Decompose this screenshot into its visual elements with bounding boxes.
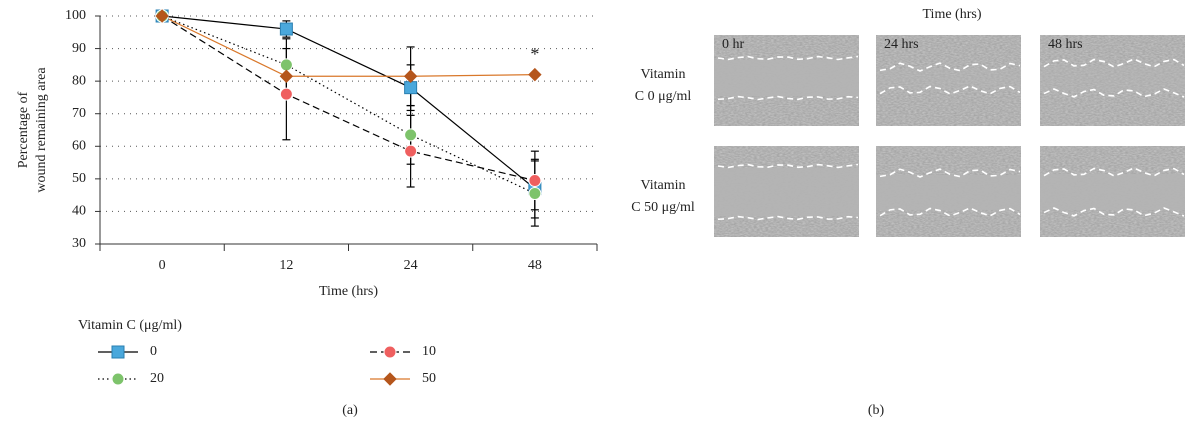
- wound-edge: [879, 85, 1021, 95]
- legend-label: 0: [150, 344, 157, 359]
- wound-gap: [1040, 65, 1185, 91]
- row-label: Vitamin: [640, 178, 685, 193]
- series-line: [162, 15, 536, 190]
- marker: [528, 67, 542, 82]
- column-label: 48 hrs: [1048, 37, 1083, 52]
- wound-edge: [879, 207, 1021, 217]
- image-texture: [1040, 35, 1185, 126]
- row-label: C 0 μg/ml: [635, 89, 692, 104]
- wound-edge: [717, 215, 859, 221]
- micrograph: [1040, 35, 1185, 126]
- column-label: 0 hr: [722, 37, 745, 52]
- wound-edge: [1043, 167, 1185, 177]
- marker: [528, 173, 542, 187]
- column-label: 24 hrs: [884, 37, 919, 52]
- wound-edge: [717, 55, 859, 61]
- series-line: [161, 15, 535, 77]
- y-tick-label: 100: [65, 8, 86, 23]
- wound-edge: [1043, 88, 1185, 98]
- marker: [404, 81, 418, 95]
- panel-title: Time (hrs): [923, 7, 982, 22]
- marker: [404, 128, 418, 142]
- legend-label: 10: [422, 344, 436, 359]
- row-label: C 50 μg/ml: [631, 200, 695, 215]
- wound-edge: [879, 62, 1021, 72]
- x-tick-label: 48: [528, 258, 542, 273]
- x-tick-label: 12: [279, 258, 293, 273]
- y-axis-label: Percentage of: [16, 91, 31, 168]
- y-tick-label: 60: [72, 139, 86, 154]
- wound-gap: [714, 168, 859, 216]
- micrograph: [876, 35, 1021, 126]
- wound-edge: [717, 163, 859, 169]
- wound-gap: [876, 69, 1021, 88]
- row-label: Vitamin: [640, 67, 685, 82]
- marker: [403, 69, 418, 83]
- marker: [279, 22, 293, 36]
- x-axis-label: Time (hrs): [319, 284, 378, 299]
- series-line: [161, 15, 536, 182]
- y-tick-label: 40: [72, 204, 86, 219]
- image-texture: [876, 35, 1021, 126]
- legend-title: Vitamin C (μg/ml): [78, 318, 182, 333]
- x-tick-label: 24: [404, 258, 418, 273]
- panel-label: (b): [868, 403, 885, 418]
- y-tick-label: 50: [72, 171, 86, 186]
- marker: [279, 87, 293, 101]
- marker: [279, 69, 294, 83]
- wound-edge: [879, 168, 1021, 178]
- wound-edge: [1043, 207, 1185, 217]
- y-tick-label: 30: [72, 236, 86, 251]
- wound-gap: [1040, 174, 1185, 210]
- wound-edge: [1043, 58, 1185, 68]
- marker: [279, 58, 293, 72]
- micrograph: [714, 35, 859, 126]
- marker: [528, 187, 542, 201]
- wound-edge: [717, 95, 859, 101]
- legend-label: 20: [150, 371, 164, 386]
- marker: [404, 144, 418, 158]
- y-tick-label: 80: [72, 73, 86, 88]
- panel-label: (a): [342, 403, 358, 418]
- marker: [111, 372, 125, 386]
- y-axis-label: wound remaining area: [34, 67, 49, 193]
- legend-label: 50: [422, 371, 436, 386]
- marker: [111, 345, 125, 359]
- micrograph: [1040, 146, 1185, 237]
- wound-gap: [876, 175, 1021, 210]
- y-tick-label: 90: [72, 41, 86, 56]
- micrograph: [876, 146, 1021, 237]
- x-tick-label: 0: [159, 258, 166, 273]
- marker: [383, 372, 397, 386]
- micrograph: [714, 146, 859, 237]
- y-tick-label: 70: [72, 106, 86, 121]
- marker: [383, 345, 397, 359]
- wound-gap: [714, 60, 859, 96]
- annotation: *: [530, 44, 539, 64]
- marker: [155, 9, 169, 23]
